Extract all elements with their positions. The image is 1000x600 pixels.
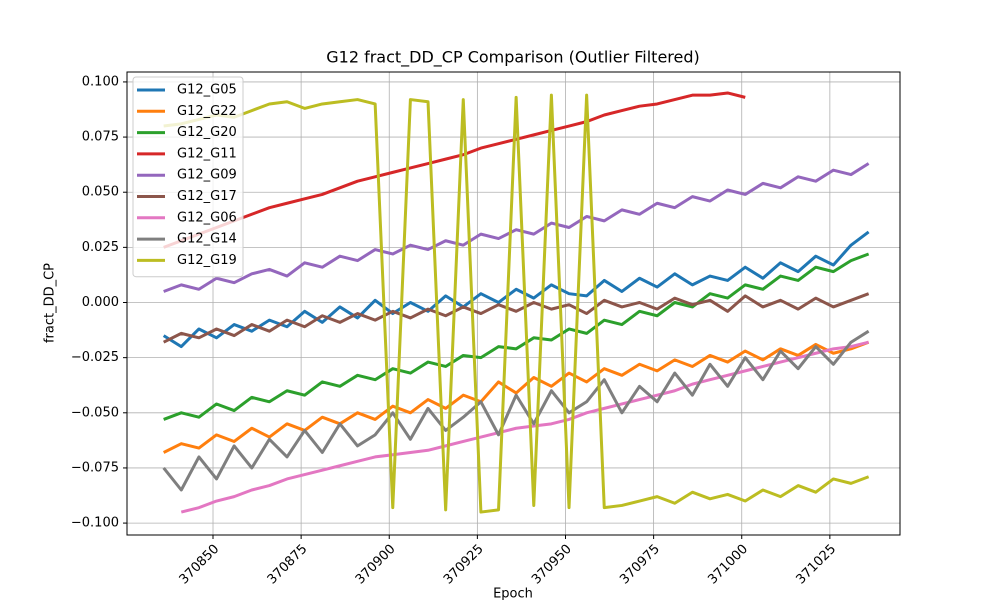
- legend-label: G12_G05: [177, 83, 237, 98]
- axes-frame: [126, 71, 901, 536]
- data-line: [163, 91, 746, 249]
- legend-label: G12_G22: [177, 104, 237, 119]
- grid: [127, 72, 900, 535]
- legend-label: G12_G11: [177, 146, 237, 161]
- x-axis-label: Epoch: [493, 587, 533, 600]
- legend-label: G12_G17: [177, 189, 237, 204]
- data-line: [162, 329, 870, 492]
- legend-label: G12_G06: [177, 210, 237, 225]
- plot-area: [162, 91, 870, 514]
- y-tick-label: −0.075: [71, 460, 119, 475]
- y-tick-label: 0.075: [82, 130, 119, 145]
- data-line: [162, 292, 870, 344]
- data-line: [162, 340, 870, 454]
- legend-label: G12_G09: [177, 168, 237, 183]
- legend-label: G12_G14: [177, 232, 237, 247]
- data-line: [163, 252, 870, 421]
- y-tick-label: −0.025: [71, 350, 119, 365]
- legend-label: G12_G19: [177, 253, 237, 268]
- y-tick-label: 0.100: [82, 74, 119, 89]
- data-line: [163, 162, 870, 293]
- y-tick-label: 0.025: [82, 240, 119, 255]
- legend-label: G12_G20: [177, 125, 237, 140]
- y-axis-label: fract_DD_CP: [43, 263, 58, 343]
- y-tick-label: −0.050: [71, 405, 119, 420]
- chart-title: G12 fract_DD_CP Comparison (Outlier Filt…: [326, 48, 700, 68]
- y-tick-label: 0.000: [82, 295, 119, 310]
- data-line: [163, 93, 870, 514]
- y-tick-label: 0.050: [82, 185, 119, 200]
- legend: G12_G05 G12_G22 G12_G20 G12_G11 G12_G09 G12_G…: [132, 76, 244, 278]
- legend-box: [132, 76, 244, 278]
- y-tick-label: −0.100: [71, 516, 119, 531]
